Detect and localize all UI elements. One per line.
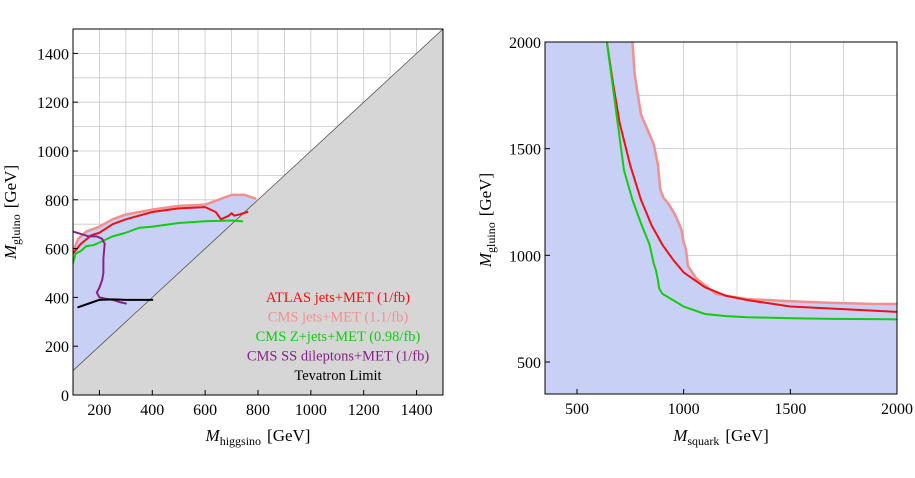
right-y-tick-label: 2000 <box>509 35 541 52</box>
right-series-cms-jets-met-1-1-fb <box>631 42 897 306</box>
left-y-tick-label: 1400 <box>37 46 69 63</box>
left-y-tick-label: 1000 <box>37 144 69 161</box>
right-x-axis-label: Msquark [GeV] <box>672 426 769 448</box>
right-allowed-fill <box>545 42 897 394</box>
right-y-tick-label: 1500 <box>509 142 541 159</box>
right-series <box>605 42 897 321</box>
legend-entry-atlas-jets-met-1-fb: ATLAS jets+MET (1/fb) <box>266 290 410 306</box>
left-x-axis-label: Mhiggsino [GeV] <box>205 426 311 448</box>
left-series-cms-z-jets-met-0-98-fb <box>73 219 244 265</box>
legend-entry-tevatron-limit: Tevatron Limit <box>294 368 381 384</box>
left-excluded-region <box>73 29 443 395</box>
right-y-axis-label: Mgluino[GeV] <box>476 173 498 268</box>
legend-entry-cms-z-jets-met-0-98-fb: CMS Z+jets+MET (0.98/fb) <box>256 329 421 345</box>
left-series-tevatron-limit <box>77 298 154 309</box>
left-x-tick-label: 1000 <box>295 402 327 419</box>
legend-entry-cms-ss-dileptons-met-1-fb: CMS SS dileptons+MET (1/fb) <box>247 349 430 365</box>
left-legend: ATLAS jets+MET (1/fb) CMS jets+MET (1.1/f… <box>247 290 430 384</box>
left-y-tick-label: 1200 <box>37 95 69 112</box>
right-series-atlas-jets-met-1-fb <box>605 42 897 313</box>
left-ticks: 200 400 600 800 1000 1200 1400 0 200 400 600 800 100… <box>37 46 433 419</box>
left-series-atlas-jets-met-1-fb <box>73 206 249 255</box>
right-y-tick-label: 1000 <box>509 248 541 265</box>
left-y-tick-label: 200 <box>45 339 69 356</box>
left-x-tick-label: 400 <box>140 402 164 419</box>
left-x-tick-label: 800 <box>246 402 270 419</box>
left-y-tick-label: 0 <box>61 388 69 405</box>
right-series-cms-z-jets-met-0-98-fb <box>605 42 897 321</box>
left-x-tick-label: 200 <box>87 402 111 419</box>
left-x-tick-label: 600 <box>193 402 217 419</box>
left-x-tick-label: 1200 <box>348 402 380 419</box>
left-panel-higgsino-gluino: 200 400 600 800 1000 1200 1400 0 200 400 600 800 100… <box>1 28 444 448</box>
left-y-tick-label: 600 <box>45 242 69 259</box>
left-series-cms-jets-met-1-1-fb <box>73 193 257 253</box>
right-allowed-area <box>545 42 897 394</box>
left-y-tick-label: 400 <box>45 290 69 307</box>
right-plot-frame <box>544 41 898 395</box>
left-y-axis-label: Mgluino[GeV] <box>1 165 23 260</box>
legend-entry-cms-jets-met-1-1-fb: CMS jets+MET (1.1/fb) <box>268 310 409 326</box>
left-x-tick-label: 1400 <box>401 402 433 419</box>
right-x-tick-label: 1000 <box>668 401 700 418</box>
right-ticks: 500 1000 1500 2000 500 1000 1500 2000 <box>509 35 913 418</box>
right-x-tick-label: 500 <box>565 401 589 418</box>
right-panel-squark-gluino: 500 1000 1500 2000 500 1000 1500 2000 Msquark [G… <box>476 35 913 448</box>
left-series <box>73 193 257 309</box>
right-x-tick-label: 2000 <box>881 401 913 418</box>
right-y-tick-label: 500 <box>517 355 541 372</box>
right-x-tick-label: 1500 <box>774 401 806 418</box>
left-y-tick-label: 800 <box>45 193 69 210</box>
left-excluded-triangle <box>73 29 443 395</box>
